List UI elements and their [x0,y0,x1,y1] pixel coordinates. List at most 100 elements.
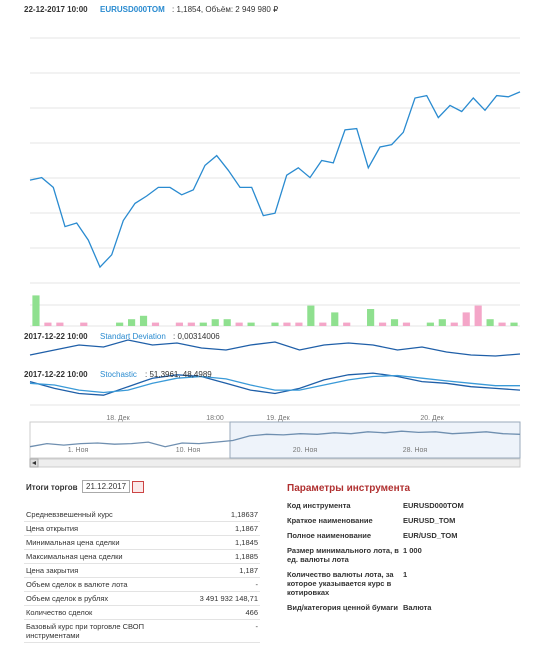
cell-value: 1,1885 [186,549,260,564]
data-line [29,430,521,448]
cell-label: Вид/категория ценной бумаги [287,603,398,612]
summary-table: Средневзвешенный курс 1,18637 Цена открыти… [24,508,260,643]
volume-bar [211,319,219,326]
volume-bar [367,309,375,326]
table-row: Минимальная цена сделки 1,1845 [24,535,260,550]
header-info: : 1,1854, Объём: 2 949 980 ₽ [172,5,278,14]
cell-label: Полное наименование [287,531,372,540]
table-row: Размер минимального лота, в ед. валюты л… [285,543,525,567]
cell-label: Код инструмента [287,501,351,510]
cell-label: Базовый курс при торговле СВОП инструмен… [24,619,186,643]
volume-bar [319,322,327,326]
volume-bar [450,322,458,326]
header-date: 22-12-2017 10:00 [24,5,88,14]
indicator-reading: : 51,3961, 48,4989 [145,370,212,379]
scroll-arrow [32,461,36,465]
data-line [29,372,521,396]
volume-bar [331,312,339,326]
volume-bar [32,295,40,326]
cell-value: 1,1867 [186,521,260,536]
x-tick-label: 28. Ноя [403,447,428,454]
cell-label: Краткое наименование [287,516,373,525]
cell-label: Количество валюты лота, за которое указы… [287,570,394,597]
table-row: Максимальная цена сделки 1,1885 [24,549,260,564]
volume-bar [199,322,207,326]
volume-bar [307,305,315,326]
cell-label: Цена открытия [24,521,186,536]
cell-value: 1,18637 [186,508,260,522]
volume-bar [426,322,434,326]
cell-value: 1 000 [403,546,422,555]
indicator-reading: : 0,00314006 [173,332,220,341]
cell-value: - [186,619,260,643]
table-row: Полное наименование EUR/USD_TOM [285,528,525,543]
volume-bar [56,322,64,326]
data-line [29,339,521,357]
table-row: Цена открытия 1,1867 [24,521,260,536]
chart-area: 22-12-2017 10:00 EURUSD000TOM : 1,1854, … [24,5,521,468]
volume-bar [139,315,148,326]
navigator-window[interactable] [229,421,521,459]
volume-bar [235,322,243,326]
summary-title: Итоги торгов [26,483,78,492]
volume-bar [462,312,470,326]
volume-bar [80,322,88,326]
cell-label: Количество сделок [24,605,186,620]
indicator-name: Standart Deviation [100,332,166,341]
x-tick-label: 1. Ноя [68,447,89,454]
volume-bar [390,319,399,326]
table-row: Объем сделок в рублях 3 491 932 148,71 [24,591,260,606]
x-tick-label: 20. Ноя [293,447,318,454]
cell-label: Объем сделок в валюте лота [24,577,186,592]
date-input[interactable]: 21.12.2017 [82,480,131,493]
x-tick-label: 18. Дек [106,415,130,422]
cell-value: 466 [186,605,260,620]
volume-bar [187,322,195,326]
volume-bar [151,322,160,326]
header-ticker: EURUSD000TOM [100,5,165,14]
cell-label: Размер минимального лота, в ед. валюты л… [287,546,399,564]
cell-value: EURUSD_TOM [403,516,456,525]
volume-bar [378,322,387,326]
cell-label: Минимальная цена сделки [24,535,186,550]
volume-bar [223,319,231,326]
table-row: Базовый курс при торговле СВОП инструмен… [24,619,260,643]
calendar-icon[interactable] [132,481,144,493]
cell-value: - [186,577,260,592]
volume-bar [271,322,279,326]
data-line [29,374,520,394]
volume-bar [474,305,482,326]
table-row: Средневзвешенный курс 1,18637 [24,508,260,522]
scrollbar[interactable] [29,458,521,468]
volume-bar [402,322,411,326]
volume-bar [247,322,255,326]
cell-value: 1 [403,570,408,579]
cell-value: EUR/USD_TOM [403,531,458,540]
table-row: Вид/категория ценной бумаги Валюта [285,600,525,615]
cell-label: Цена закрытия [24,563,186,578]
volume-bar [283,322,291,326]
params-title: Параметры инструмента [287,483,411,494]
x-tick-label: 19. Дек [266,415,290,422]
cell-label: Средневзвешенный курс [24,508,186,522]
volume-bar [438,319,446,326]
table-row: Количество валюты лота, за которое указы… [285,567,525,600]
indicator-date: 2017-12-22 10:00 [24,370,88,379]
volume-bar [175,322,183,326]
cell-value: Валюта [403,603,432,612]
data-line [29,91,521,269]
table-row: Объем сделок в валюте лота - [24,577,260,592]
grid [30,37,520,406]
x-tick-label: 10. Ноя [176,447,201,454]
table-row: Цена закрытия 1,187 [24,563,260,578]
volume-bar [128,319,136,326]
cell-label: Максимальная цена сделки [24,549,186,564]
volume-bar [44,322,52,326]
volume-bar [498,322,506,326]
volume-bar [343,322,351,326]
volume-bar [295,322,303,326]
cell-value: EURUSD000TOM [403,501,464,510]
params-table: Код инструмента EURUSD000TOM Краткое наиме… [285,498,525,615]
x-tick-label: 20. Дек [420,415,444,422]
